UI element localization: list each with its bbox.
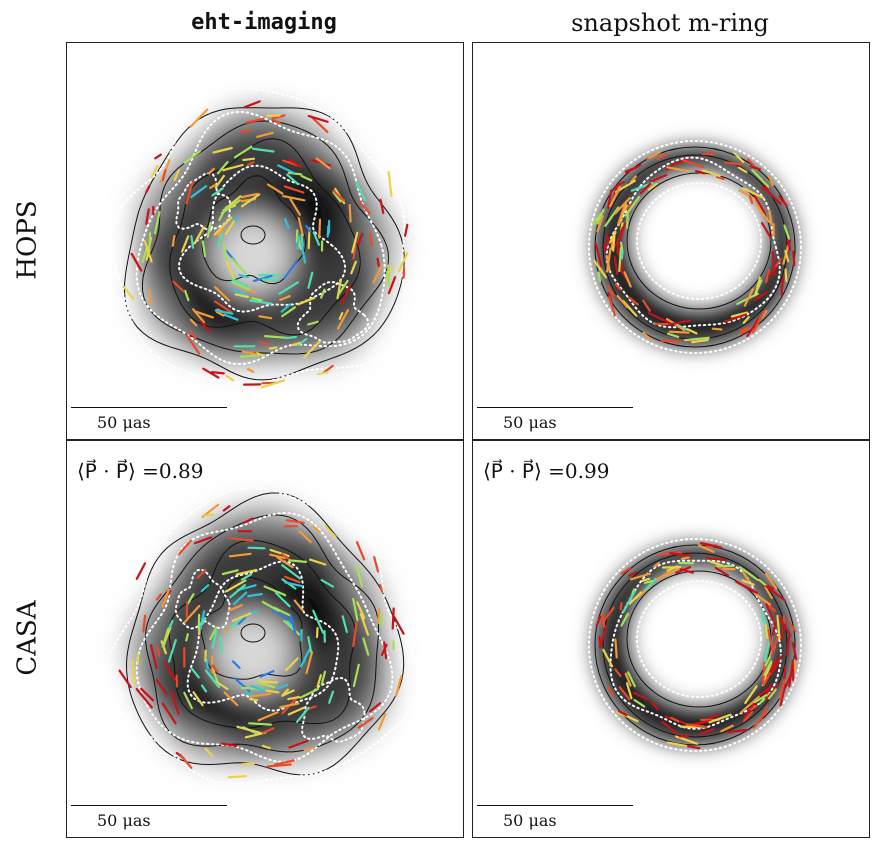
scale-bar: 50 μas bbox=[477, 805, 633, 833]
scale-bar: 50 μas bbox=[71, 407, 227, 435]
metric-label: ⟨P⃗ · P⃗⟩ =0.89 bbox=[77, 459, 204, 483]
image-hops-mring bbox=[588, 140, 802, 354]
image-casa-mring bbox=[588, 538, 802, 752]
image-casa-eht bbox=[103, 486, 420, 785]
row-label-hops: HOPS bbox=[13, 200, 44, 280]
column-title-snapshot-mring: snapshot m-ring bbox=[571, 9, 769, 37]
panel-casa-eht-imaging: ⟨P⃗ · P⃗⟩ =0.89 50 μas bbox=[66, 440, 464, 838]
column-title-eht-imaging: eht-imaging bbox=[191, 10, 337, 35]
row-label-casa: CASA bbox=[13, 600, 44, 676]
panel-hops-eht-imaging: 50 μas bbox=[66, 42, 464, 440]
scale-bar-label: 50 μas bbox=[503, 413, 557, 432]
scale-bar-label: 50 μas bbox=[503, 811, 557, 830]
panel-hops-mring: 50 μas bbox=[472, 42, 870, 440]
metric-label: ⟨P⃗ · P⃗⟩ =0.99 bbox=[483, 459, 610, 483]
scale-bar: 50 μas bbox=[71, 805, 227, 833]
scale-bar-label: 50 μas bbox=[97, 811, 151, 830]
scale-bar-label: 50 μas bbox=[97, 413, 151, 432]
image-hops-eht bbox=[110, 87, 409, 389]
scale-bar: 50 μas bbox=[477, 407, 633, 435]
panel-casa-mring: ⟨P⃗ · P⃗⟩ =0.99 50 μas bbox=[472, 440, 870, 838]
